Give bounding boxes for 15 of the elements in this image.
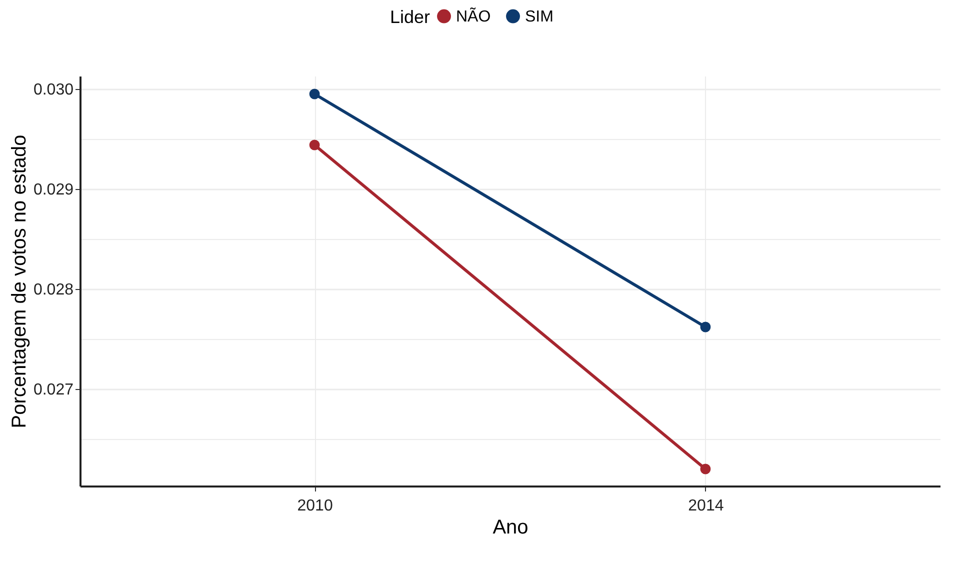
point xyxy=(700,464,711,474)
x-tick-label: 2010 xyxy=(297,498,333,514)
legend-label: NÃO xyxy=(456,6,491,26)
y-axis-title: Porcentagem de votos no estado xyxy=(8,134,30,428)
x-tick-label: 2014 xyxy=(688,498,724,514)
legend-label: SIM xyxy=(525,8,554,26)
y-tick-label: 0.029 xyxy=(33,182,74,198)
point xyxy=(309,88,320,100)
x-axis-title: Ano xyxy=(492,516,528,538)
point xyxy=(700,322,711,332)
y-tick-label: 0.030 xyxy=(33,82,74,98)
legend-title: Lider xyxy=(390,7,430,27)
y-tick-label: 0.028 xyxy=(33,282,74,298)
point xyxy=(309,140,320,150)
y-tick-label: 0.027 xyxy=(33,382,74,398)
